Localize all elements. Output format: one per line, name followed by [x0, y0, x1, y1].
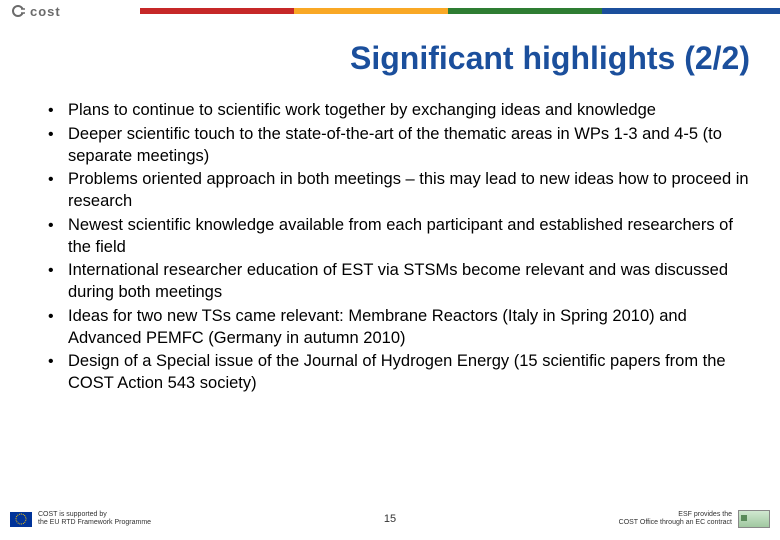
- logo-area: cost: [0, 3, 140, 19]
- bullet-item: Design of a Special issue of the Journal…: [40, 351, 750, 395]
- footer-right-text: ESF provides the COST Office through an …: [619, 511, 732, 526]
- cost-logo-icon: [10, 3, 26, 19]
- footer-left-text: COST is supported by the EU RTD Framewor…: [38, 511, 151, 526]
- logo-text: cost: [30, 4, 61, 19]
- bullet-item: Plans to continue to scientific work tog…: [40, 100, 750, 122]
- slide-title: Significant highlights (2/2): [350, 40, 750, 77]
- stripe-green: [448, 8, 602, 14]
- footer: COST is supported by the EU RTD Framewor…: [0, 504, 780, 534]
- bullet-item: Deeper scientific touch to the state-of-…: [40, 124, 750, 168]
- stripe-end: [756, 8, 780, 14]
- footer-right-line2: COST Office through an EC contract: [619, 519, 732, 527]
- footer-right-line1: ESF provides the: [619, 511, 732, 519]
- footer-left-line1: COST is supported by: [38, 511, 151, 519]
- content-area: Plans to continue to scientific work tog…: [40, 100, 750, 397]
- page-number: 15: [384, 513, 396, 525]
- footer-right: ESF provides the COST Office through an …: [619, 510, 780, 528]
- footer-left: COST is supported by the EU RTD Framewor…: [0, 511, 280, 526]
- stripe-yellow: [294, 8, 448, 14]
- bullet-item: Problems oriented approach in both meeti…: [40, 169, 750, 213]
- footer-left-line2: the EU RTD Framework Programme: [38, 519, 151, 527]
- bullet-list: Plans to continue to scientific work tog…: [40, 100, 750, 395]
- stripe-red: [140, 8, 294, 14]
- eu-flag-icon: [10, 512, 32, 527]
- header-bar: cost: [0, 0, 780, 22]
- stripe-blue: [602, 8, 756, 14]
- bullet-item: Newest scientific knowledge available fr…: [40, 215, 750, 259]
- esf-logo-icon: [738, 510, 770, 528]
- header-stripes: [140, 0, 756, 22]
- bullet-item: International researcher education of ES…: [40, 260, 750, 304]
- bullet-item: Ideas for two new TSs came relevant: Mem…: [40, 306, 750, 350]
